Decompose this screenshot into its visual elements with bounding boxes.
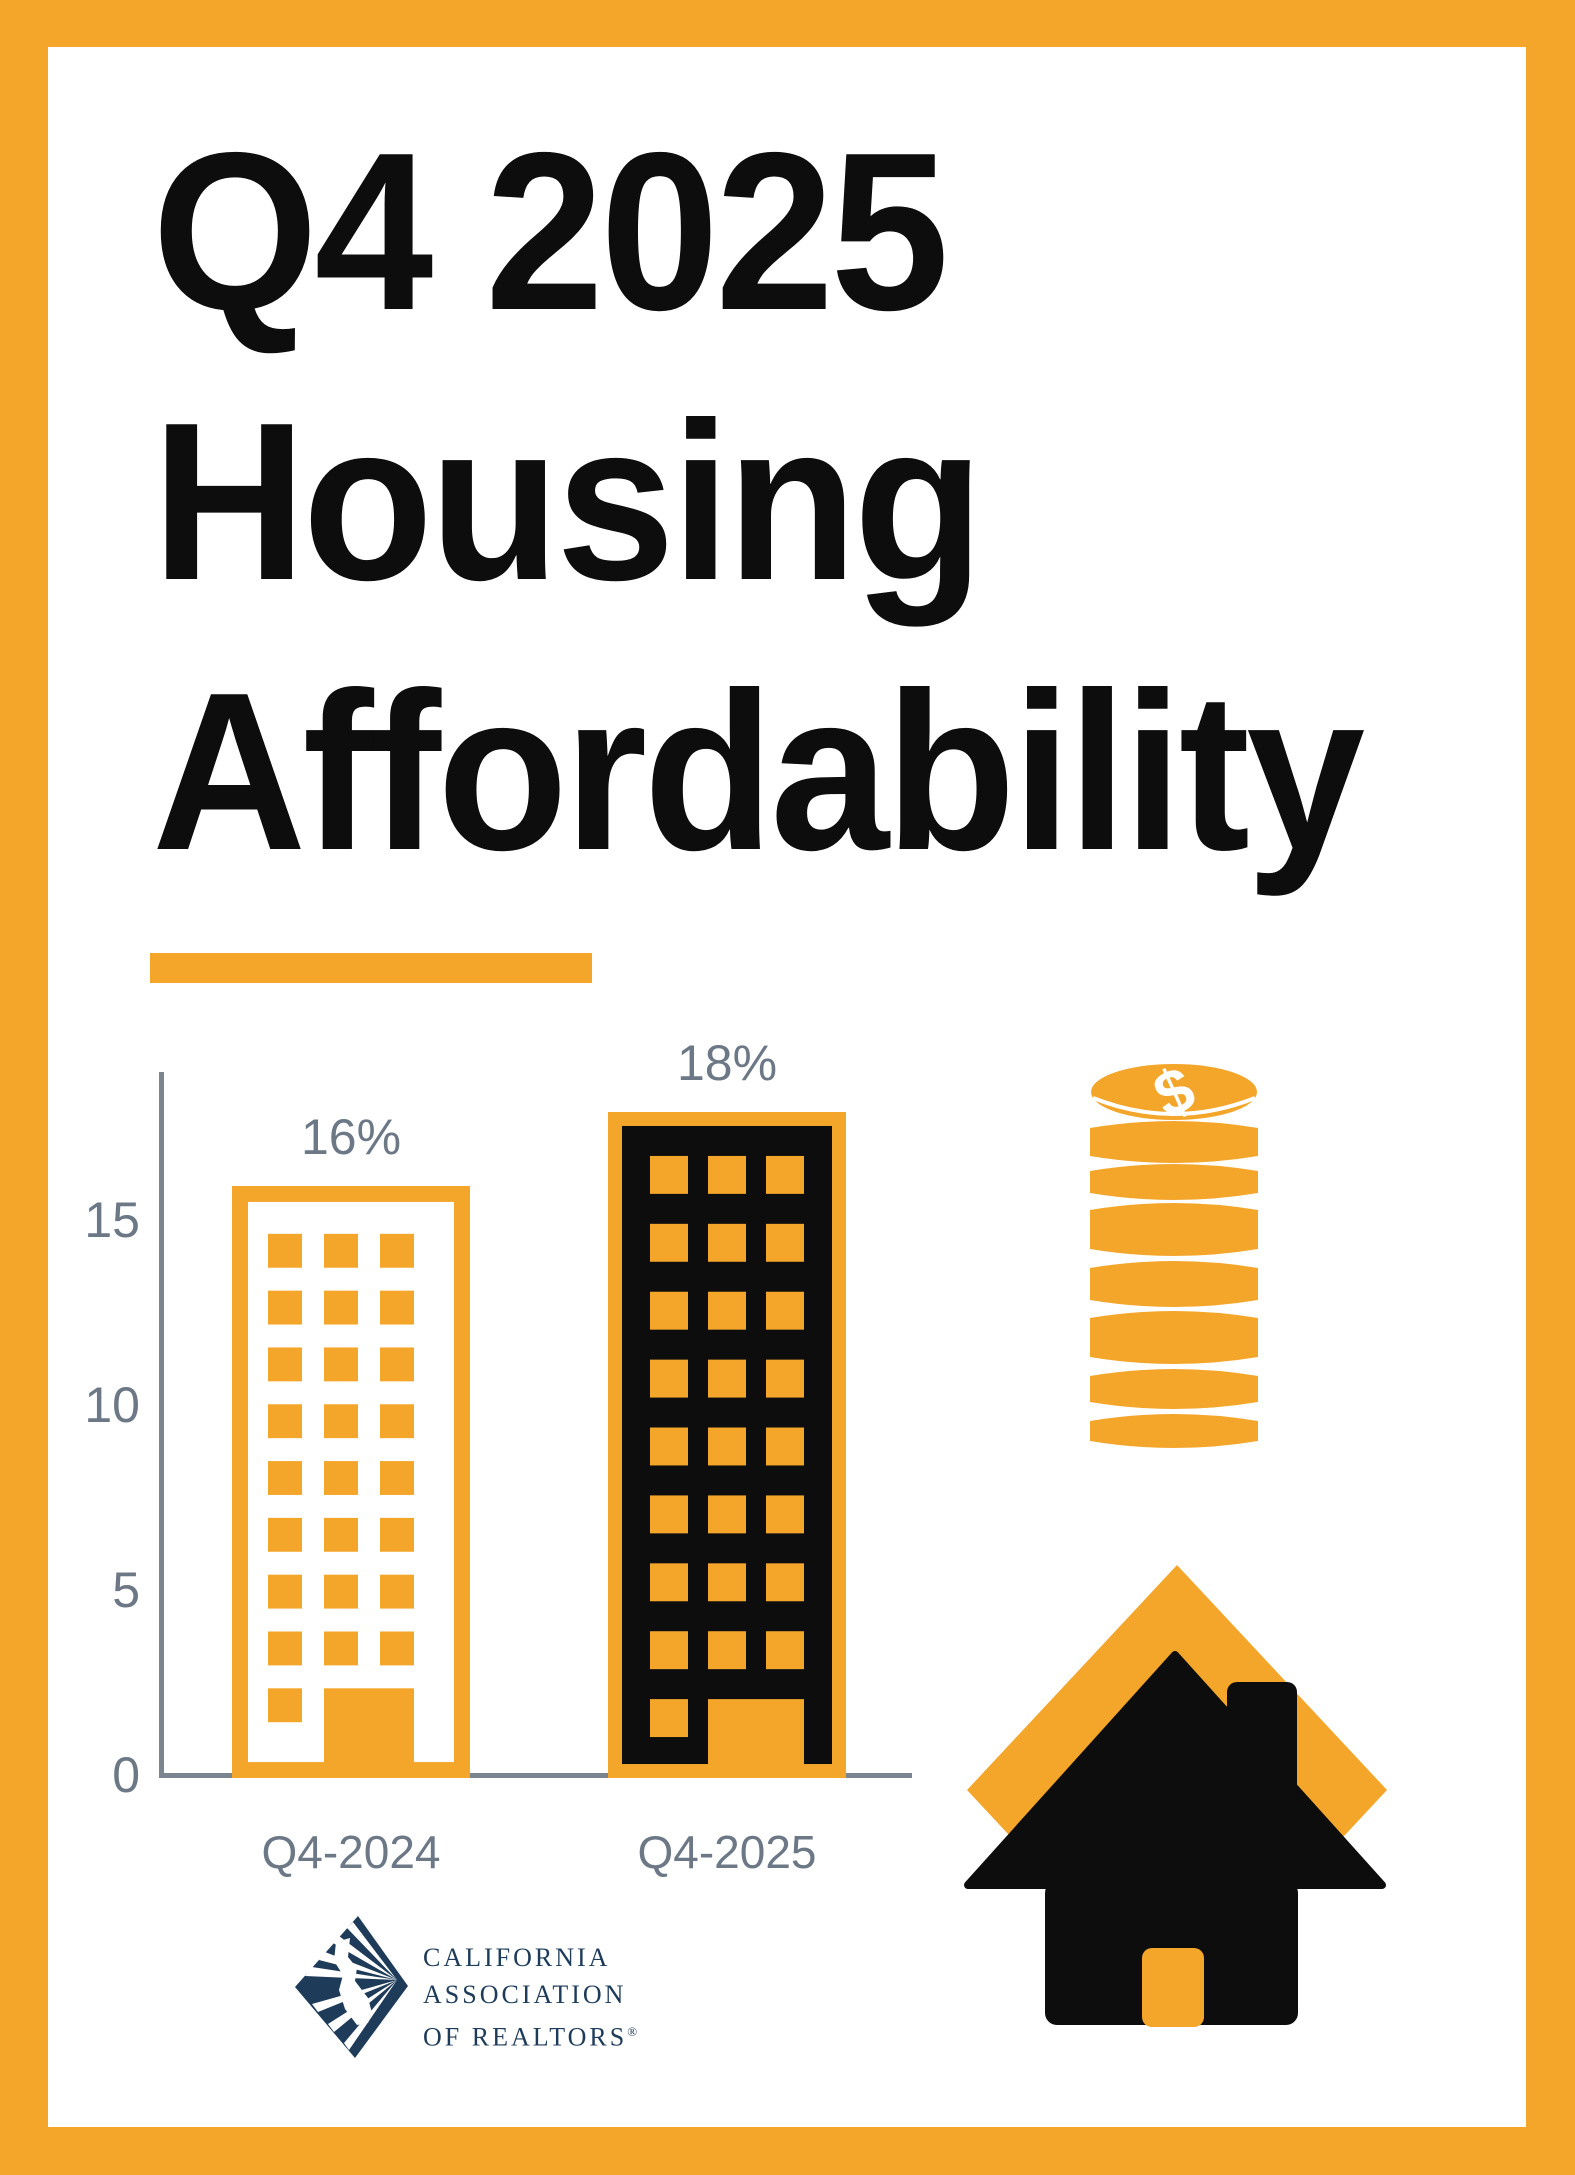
y-axis-line bbox=[159, 1072, 164, 1778]
y-tick-label-15: 15 bbox=[84, 1192, 140, 1248]
x-axis-line bbox=[159, 1773, 912, 1778]
logo-line-california: CALIFORNIA bbox=[423, 1943, 611, 1972]
bar-q4-2025-building-filled-icon bbox=[608, 1112, 846, 1778]
category-label-q4-2025: Q4-2025 bbox=[637, 1826, 817, 1878]
category-label-q4-2024: Q4-2024 bbox=[261, 1826, 441, 1878]
title-line-1: Q4 2025 bbox=[152, 105, 949, 357]
coin-stack-icon: $ bbox=[1090, 1062, 1258, 1458]
value-label-q4-2025: 18% bbox=[676, 1035, 778, 1091]
logo-line-association: ASSOCIATION bbox=[423, 1980, 627, 2009]
car-logo-text: CALIFORNIA ASSOCIATION OF REALTORS® bbox=[423, 1939, 637, 2056]
logo-line-of-realtors: OF REALTORS® bbox=[423, 2022, 638, 2052]
title-underline-accent bbox=[150, 953, 592, 983]
registered-trademark-symbol: ® bbox=[627, 2024, 638, 2039]
page-title: Q4 2025 Housing Affordability bbox=[152, 96, 1365, 906]
title-line-3: Affordability bbox=[152, 645, 1365, 897]
car-logo-mark-icon bbox=[292, 1912, 410, 2072]
y-tick-label-5: 5 bbox=[112, 1562, 140, 1618]
bar-q4-2024-building-outline-icon bbox=[232, 1186, 470, 1778]
y-tick-label-0: 0 bbox=[112, 1747, 140, 1803]
value-label-q4-2024: 16% bbox=[300, 1109, 402, 1165]
title-line-2: Housing bbox=[152, 375, 984, 627]
y-tick-label-10: 10 bbox=[84, 1377, 140, 1433]
house-icon bbox=[950, 1545, 1400, 2027]
